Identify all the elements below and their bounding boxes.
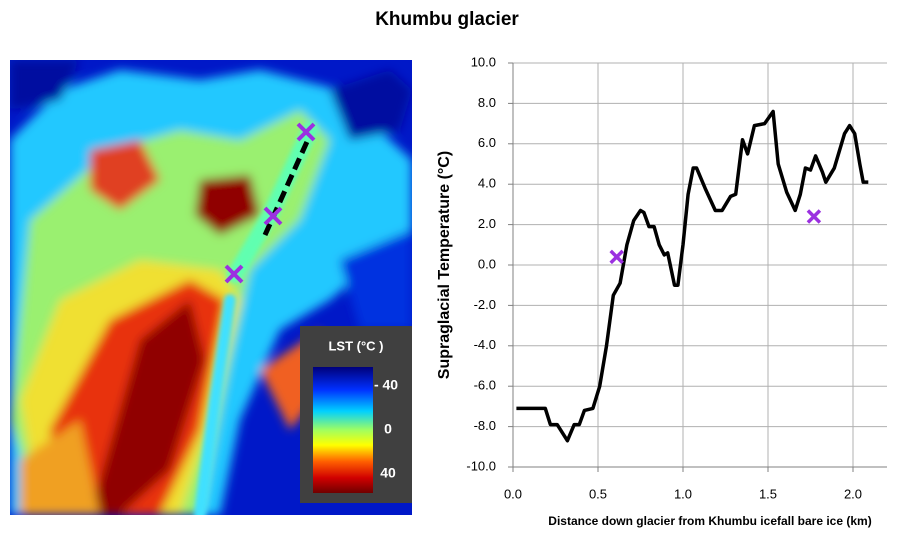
colorbar-label: 40 — [380, 465, 396, 481]
x-marker — [609, 249, 624, 265]
colorbar-label: - 40 — [374, 377, 398, 393]
x-marker — [806, 209, 822, 224]
colorbar — [313, 367, 373, 493]
y-axis-label: Supraglacial Temperature (°C) — [436, 151, 453, 379]
y-tick-label: -10.0 — [466, 458, 496, 473]
y-tick-label: 8.0 — [478, 95, 496, 110]
y-tick-label: -4.0 — [474, 337, 496, 352]
x-tick-label: 0.0 — [504, 486, 522, 501]
y-tick-label: 6.0 — [478, 135, 496, 150]
y-tick-label: -6.0 — [474, 378, 496, 393]
y-tick-label: 0.0 — [478, 256, 496, 271]
colorbar-label: 0 — [384, 421, 392, 437]
image-markers — [224, 122, 316, 284]
legend-title: LST (°C ) — [328, 338, 383, 353]
y-tick-label: -2.0 — [474, 297, 496, 312]
x-tick-label: 0.5 — [589, 486, 607, 501]
plot-area: -10.0 -8.0 -6.0 -4.0 -2.0 0.0 2.0 4.0 6.0 8.0 10.0… — [466, 54, 887, 501]
x-tick-label: 1.0 — [674, 486, 692, 501]
y-tick-label: 4.0 — [478, 176, 496, 191]
y-tick-label: 10.0 — [471, 54, 496, 69]
data-line — [516, 109, 869, 443]
y-tick-label: 2.0 — [478, 216, 496, 231]
x-tick-label: 1.5 — [759, 486, 777, 501]
x-axis-label: Distance down glacier from Khumbu icefal… — [548, 514, 871, 528]
figure-title: Khumbu glacier — [375, 9, 519, 30]
thermal-image — [10, 60, 412, 515]
y-tick-label: -8.0 — [474, 418, 496, 433]
x-tick-label: 2.0 — [844, 486, 862, 501]
